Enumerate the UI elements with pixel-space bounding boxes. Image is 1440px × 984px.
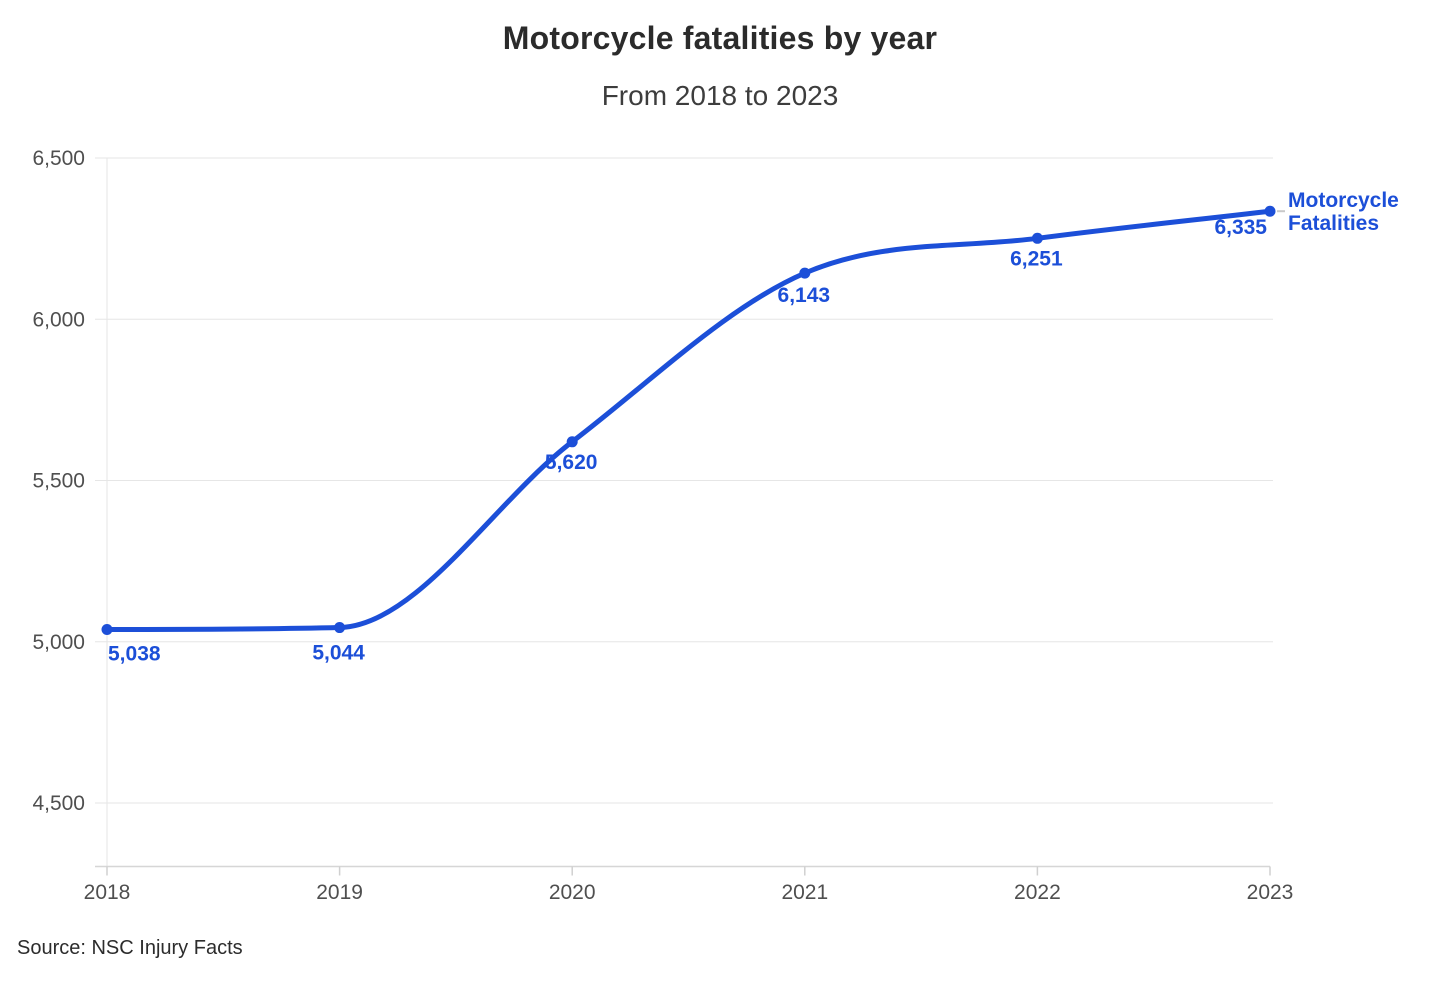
- data-point: [101, 623, 113, 635]
- source-note: Source: NSC Injury Facts: [17, 937, 243, 959]
- y-tick-label: 6,000: [32, 308, 85, 331]
- x-tick-label: 2018: [84, 881, 131, 904]
- data-point-label: 6,335: [1214, 216, 1267, 239]
- chart-title: Motorcycle fatalities by year: [502, 20, 938, 56]
- x-tick-label: 2020: [549, 881, 596, 904]
- series-legend-label: Motorcycle Fatalities: [1288, 189, 1399, 235]
- chart-subtitle: From 2018 to 2023: [601, 80, 839, 111]
- data-point: [799, 267, 811, 279]
- data-point: [1031, 232, 1043, 244]
- data-point-label: 5,044: [312, 642, 365, 665]
- x-tick-label: 2022: [1014, 881, 1061, 904]
- x-tick-label: 2019: [316, 881, 363, 904]
- data-point: [566, 436, 578, 448]
- data-point-label: 5,620: [545, 451, 598, 474]
- data-point-label: 6,251: [1010, 247, 1063, 270]
- y-tick-label: 4,500: [32, 792, 85, 815]
- data-point: [334, 622, 346, 634]
- data-point: [1264, 205, 1276, 217]
- y-tick-label: 5,500: [32, 470, 85, 493]
- x-tick-label: 2021: [781, 881, 828, 904]
- data-point-label: 6,143: [778, 284, 831, 307]
- data-point-label: 5,038: [108, 642, 161, 665]
- x-tick-label: 2023: [1247, 881, 1294, 904]
- y-tick-label: 5,000: [32, 631, 85, 654]
- y-tick-label: 6,500: [32, 147, 85, 170]
- series-line: [104, 208, 1273, 632]
